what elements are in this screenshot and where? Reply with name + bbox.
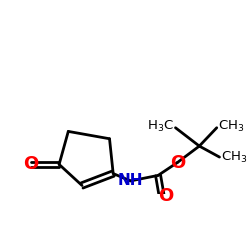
Text: O: O bbox=[158, 188, 174, 206]
Text: NH: NH bbox=[118, 174, 143, 188]
Text: $\mathsf{CH_3}$: $\mathsf{CH_3}$ bbox=[221, 150, 247, 164]
Text: $\mathsf{CH_3}$: $\mathsf{CH_3}$ bbox=[218, 119, 244, 134]
Text: $\mathsf{H_3C}$: $\mathsf{H_3C}$ bbox=[148, 119, 174, 134]
Text: O: O bbox=[23, 156, 38, 174]
Text: O: O bbox=[170, 154, 185, 172]
